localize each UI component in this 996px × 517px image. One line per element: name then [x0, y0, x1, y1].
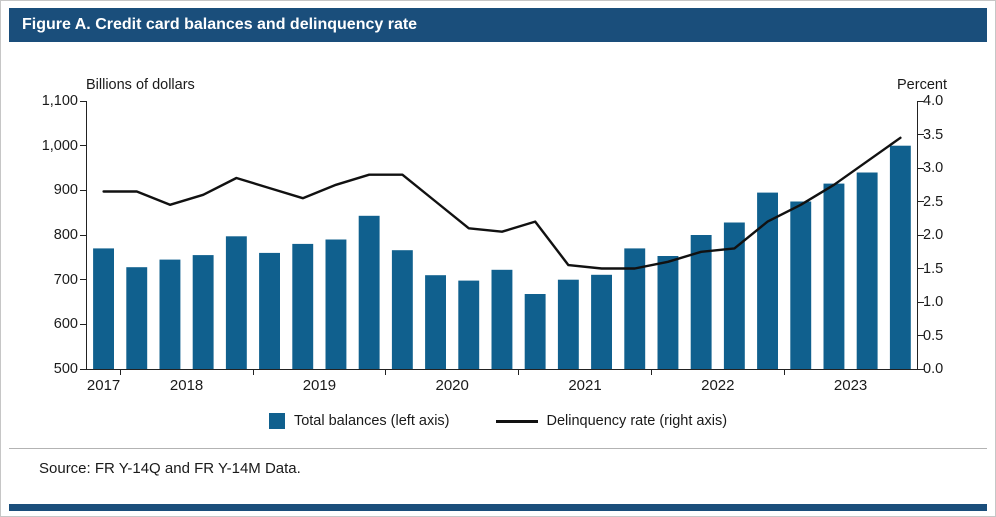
balance-bar — [225, 236, 247, 369]
chart-plot-area — [80, 100, 924, 375]
balance-bar — [723, 222, 745, 369]
left-axis-tick-labels: 1,100 1,000 900 800 700 600 500 — [1, 93, 78, 377]
figure-title-bar: Figure A. Credit card balances and delin… — [9, 8, 987, 42]
chart-legend: Total balances (left axis) Delinquency r… — [1, 413, 995, 429]
x-axis-tickmark — [119, 369, 121, 375]
right-axis-tick-labels: 4.0 3.5 3.0 2.5 2.0 1.5 1.0 0.5 0.0 — [923, 93, 975, 377]
balance-bar — [192, 255, 214, 369]
left-axis-tickmark — [80, 279, 86, 281]
right-axis-tick-label: 2.0 — [923, 227, 944, 243]
balance-bar — [458, 280, 480, 369]
left-axis-tick-label: 600 — [53, 316, 78, 333]
balance-bar — [425, 275, 446, 369]
balance-bar — [358, 215, 380, 369]
source-note: Source: FR Y-14Q and FR Y-14M Data. — [39, 460, 301, 477]
balance-bar — [591, 274, 612, 369]
right-axis-tickmark — [918, 301, 924, 303]
balance-bar — [391, 250, 413, 369]
right-axis-tickmark — [918, 335, 924, 336]
delinquency-rate-legend-label: Delinquency rate (right axis) — [546, 413, 728, 429]
x-axis-tickmark — [783, 369, 785, 375]
x-axis-year-label: 2017 — [86, 377, 121, 394]
left-axis-tick-label: 1,000 — [41, 137, 78, 154]
right-axis-tickmark — [918, 368, 924, 370]
x-axis-tickmark — [518, 369, 520, 375]
right-axis-tick-label: 1.5 — [923, 260, 944, 277]
left-axis-tick-label: 900 — [53, 182, 78, 199]
balance-bar — [259, 252, 280, 369]
balance-bar — [126, 267, 148, 369]
left-axis-title: Billions of dollars — [86, 77, 195, 93]
left-axis-tickmark — [80, 145, 86, 147]
left-axis-tick-label: 700 — [53, 271, 78, 288]
balance-bar — [491, 269, 513, 369]
chart-canvas — [93, 136, 911, 369]
balance-bar — [757, 192, 778, 369]
right-axis-tick-label: 3.0 — [923, 160, 944, 176]
total-balances-legend-label: Total balances (left axis) — [293, 413, 450, 429]
total-balances-legend-swatch — [268, 413, 285, 429]
x-axis-year-labels: 2017 2018 2019 2020 2021 2022 2023 — [87, 377, 917, 397]
right-axis-title: Percent — [897, 77, 947, 93]
x-axis-year-label: 2018 — [169, 377, 204, 394]
x-axis-year-label: 2022 — [701, 377, 735, 394]
left-axis-tickmark — [80, 100, 86, 102]
right-axis-tick-label: 0.5 — [923, 327, 944, 344]
bottom-accent-bar — [9, 504, 987, 511]
balance-bar — [159, 259, 181, 369]
right-axis-tick-label: 1.0 — [923, 294, 944, 310]
left-axis-tickmark — [80, 189, 86, 191]
left-axis-tick-label: 500 — [53, 361, 78, 377]
right-axis-tickmark — [918, 100, 924, 102]
x-axis-year-label: 2020 — [435, 377, 469, 394]
right-axis-tick-label: 4.0 — [923, 93, 944, 109]
right-axis-tickmark — [918, 167, 924, 169]
balance-bar — [557, 279, 579, 369]
right-axis-tickmark — [918, 234, 924, 236]
x-axis-tickmark — [252, 369, 254, 375]
delinquency-line — [102, 136, 902, 270]
x-axis-tickmark — [385, 369, 387, 375]
balance-bar — [889, 145, 911, 369]
balance-bar — [823, 183, 845, 369]
divider-line — [9, 448, 987, 449]
right-axis-tickmark — [918, 201, 924, 202]
balance-bar — [657, 256, 679, 369]
right-axis-tick-label: 2.5 — [923, 193, 944, 210]
balance-bar — [292, 243, 314, 369]
x-axis-year-label: 2021 — [568, 377, 602, 394]
left-axis-tickmark — [80, 234, 86, 236]
left-axis-tick-label: 800 — [53, 227, 78, 243]
figure-title: Figure A. Credit card balances and delin… — [22, 16, 418, 33]
x-axis-tickmark — [650, 369, 652, 375]
balance-bar — [93, 248, 114, 369]
right-axis-tickmark — [918, 134, 924, 135]
balance-bar — [325, 239, 347, 369]
balance-bar — [790, 201, 812, 369]
x-axis-year-label: 2023 — [833, 377, 868, 394]
balance-bar — [624, 248, 646, 369]
x-axis-year-label: 2019 — [302, 377, 337, 394]
balance-bar — [690, 235, 712, 369]
balance-bar — [856, 172, 878, 369]
left-axis-tickmark — [80, 323, 86, 325]
delinquency-rate-legend-line — [495, 419, 538, 423]
right-axis-tickmark — [918, 268, 924, 269]
balance-bar — [524, 294, 546, 369]
right-axis-tick-label: 0.0 — [923, 361, 944, 377]
left-axis-tickmark — [80, 368, 86, 370]
left-axis-tick-label: 1,100 — [41, 93, 78, 109]
right-axis-tick-label: 3.5 — [923, 126, 944, 143]
